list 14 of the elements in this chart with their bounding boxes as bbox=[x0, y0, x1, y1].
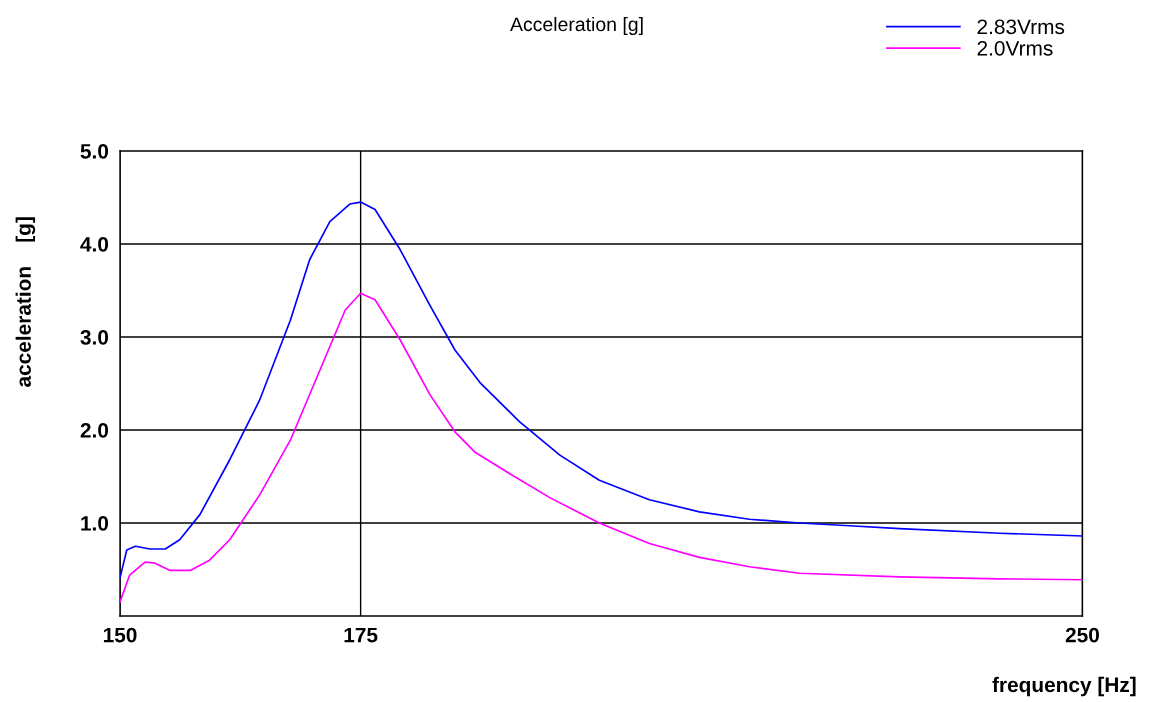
y-tick-label: 1.0 bbox=[81, 515, 109, 531]
y-tick-label: 2.0 bbox=[80, 422, 109, 438]
y-axis-title: acceleration [g] bbox=[15, 217, 36, 387]
x-tick-label: 250 bbox=[1065, 627, 1099, 643]
legend-label: 2.0Vrms bbox=[977, 40, 1053, 56]
line-series bbox=[120, 292, 1083, 603]
y-tick-label: 3.0 bbox=[80, 329, 109, 345]
legend-label: 2.83Vrms bbox=[977, 19, 1065, 35]
x-tick-label: 175 bbox=[344, 627, 378, 643]
x-axis-title: frequency [Hz] bbox=[992, 676, 1136, 697]
x-tick-label: 150 bbox=[103, 627, 137, 643]
chart-title: Acceleration [g] bbox=[510, 16, 643, 36]
y-tick-label: 5.0 bbox=[80, 143, 109, 159]
y-tick-label: 4.0 bbox=[80, 236, 109, 252]
